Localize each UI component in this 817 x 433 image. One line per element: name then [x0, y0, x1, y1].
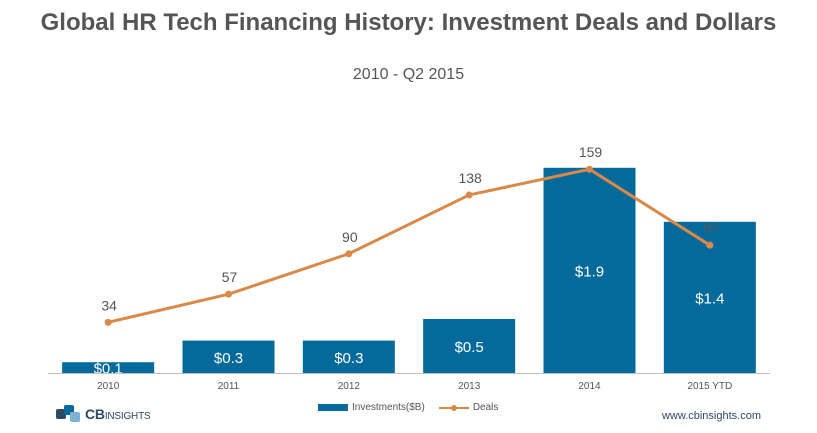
bar-label: $0.3 [214, 350, 243, 367]
deals-point [465, 191, 473, 199]
legend-swatch-line [438, 404, 469, 412]
deals-point [225, 290, 232, 298]
bar-2013 [423, 319, 516, 373]
x-tick-label: 2013 [458, 381, 481, 392]
logo-text: CBINSIGHTS [85, 406, 151, 422]
x-tick-label: 2012 [338, 381, 361, 392]
deals-label: 138 [458, 170, 482, 186]
legend: Investments($B) Deals [318, 402, 498, 413]
x-tick-label: 2014 [578, 381, 601, 392]
deals-point [706, 241, 714, 249]
deals-label: 159 [579, 144, 603, 160]
legend-swatch-bar [318, 404, 348, 411]
cb-insights-logo: CBINSIGHTS [56, 405, 151, 423]
x-tick-label: 2010 [97, 381, 120, 392]
chart-title: Global HR Tech Financing History: Invest… [40, 9, 777, 36]
chart-subtitle: 2010 - Q2 2015 [352, 66, 465, 83]
bar-label: $0.3 [334, 350, 363, 367]
cb-logo-icon [56, 405, 82, 423]
deals-label: 97 [703, 220, 719, 236]
x-tick-label: 2011 [218, 381, 240, 392]
bar-2011 [182, 340, 275, 373]
legend-label-investments: Investments($B) [352, 402, 425, 413]
deals-point [104, 318, 112, 326]
deals-point [586, 165, 593, 173]
bar-2014 [543, 167, 636, 373]
legend-item-investments: Investments($B) [318, 402, 425, 413]
deals-point [345, 250, 353, 258]
bar-label: $0.5 [455, 339, 484, 356]
bar-label: $0.1 [94, 361, 123, 378]
x-tick-label: 2015 YTD [687, 381, 732, 392]
bar-2012 [302, 340, 395, 373]
deals-label: 90 [342, 229, 358, 245]
deals-label: 57 [222, 269, 238, 285]
legend-item-deals: Deals [438, 402, 499, 413]
bar-label: $1.4 [695, 290, 724, 307]
bar-label: $1.9 [575, 263, 604, 280]
website-url: www.cbinsights.com [661, 410, 761, 422]
bar-2010 [62, 362, 155, 373]
legend-label-deals: Deals [472, 402, 499, 413]
deals-line [107, 167, 711, 324]
deals-label: 34 [101, 297, 117, 313]
